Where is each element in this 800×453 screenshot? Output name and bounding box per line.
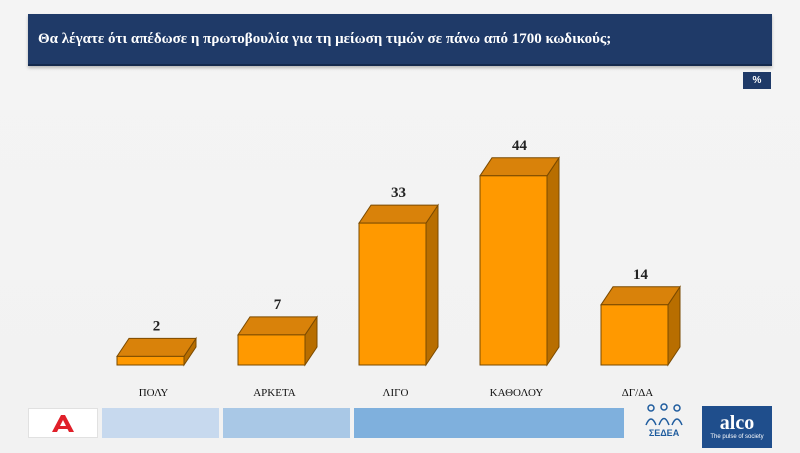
data-label: 7 bbox=[274, 297, 282, 313]
bar-side bbox=[425, 203, 439, 367]
alco-name: alco bbox=[719, 412, 755, 434]
category-label: ΠΟΛΥ bbox=[139, 387, 169, 399]
alco-tagline: The pulse of society bbox=[710, 434, 764, 440]
bar bbox=[116, 355, 185, 366]
unit-badge: % bbox=[743, 72, 771, 89]
bar bbox=[237, 334, 306, 366]
alpha-logo-icon bbox=[52, 415, 74, 432]
bar bbox=[600, 304, 669, 366]
footer-strip-2 bbox=[223, 408, 350, 438]
bar bbox=[358, 222, 427, 366]
question-title-bar: Θα λέγατε ότι απέδωσε η πρωτοβουλία για … bbox=[28, 14, 772, 66]
bar-top bbox=[479, 157, 560, 177]
sedea-logo: ΣΕΔΕΑ bbox=[632, 403, 696, 441]
footer-strip-1 bbox=[102, 408, 219, 438]
bar-top bbox=[116, 337, 197, 357]
category-label: ΚΑΘΟΛΟΥ bbox=[490, 387, 544, 399]
people-icon bbox=[645, 403, 683, 426]
data-label: 14 bbox=[633, 267, 649, 283]
category-label: ΑΡΚΕΤΑ bbox=[253, 387, 296, 399]
alco-logo: alco The pulse of society bbox=[702, 406, 772, 448]
bar-side bbox=[546, 156, 560, 367]
bar-top bbox=[600, 286, 681, 306]
footer-strip-3 bbox=[354, 408, 624, 438]
footer-bar: ΣΕΔΕΑ alco The pulse of society bbox=[0, 403, 800, 453]
category-label: ΛΙΓΟ bbox=[383, 387, 409, 399]
broadcaster-logo bbox=[28, 408, 98, 438]
data-label: 2 bbox=[153, 318, 161, 334]
data-label: 44 bbox=[512, 138, 528, 154]
bar bbox=[479, 175, 548, 366]
question-title: Θα λέγατε ότι απέδωσε η πρωτοβουλία για … bbox=[38, 30, 612, 47]
category-label: ΔΓ/ΔΑ bbox=[622, 387, 654, 399]
sedea-label: ΣΕΔΕΑ bbox=[648, 428, 680, 438]
bar-top bbox=[358, 204, 439, 224]
data-label: 33 bbox=[391, 185, 406, 201]
bar-top bbox=[237, 316, 318, 336]
